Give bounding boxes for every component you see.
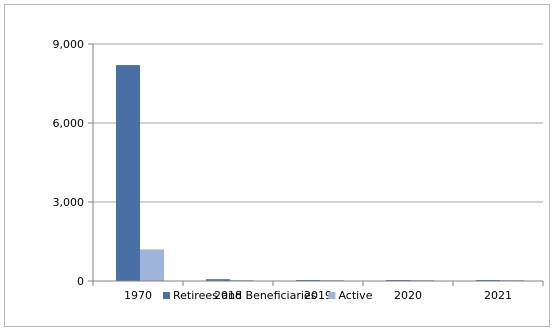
legend-label: Active (338, 289, 372, 302)
bar-retirees-and-beneficiaries-2018 (206, 279, 230, 281)
x-tick-label: 2019 (304, 289, 332, 302)
bar-active-1970 (140, 249, 164, 281)
bar-retirees-and-beneficiaries-1970 (116, 65, 140, 281)
legend-swatch (328, 292, 336, 299)
x-tick-label: 2018 (214, 289, 242, 302)
gridlines (93, 43, 543, 203)
legend-swatch (163, 292, 170, 299)
y-tick-labels: 0 3,000 6,000 9,000 (53, 38, 85, 288)
y-tick-label: 6,000 (53, 117, 85, 130)
bars (116, 65, 524, 281)
x-tick-labels: 1970 2018 2019 2020 2021 (124, 289, 512, 302)
legend: Retirees and Beneficiaries Active (163, 289, 373, 302)
x-tick-label: 2020 (394, 289, 422, 302)
y-tick-label: 0 (77, 275, 84, 288)
y-tick-label: 9,000 (53, 38, 85, 51)
legend-label: Retirees and Beneficiaries (173, 289, 317, 302)
x-tick-label: 2021 (484, 289, 512, 302)
y-tick-label: 3,000 (53, 196, 85, 209)
axes (88, 43, 544, 286)
chart-frame (4, 4, 550, 327)
x-tick-label: 1970 (124, 289, 152, 302)
